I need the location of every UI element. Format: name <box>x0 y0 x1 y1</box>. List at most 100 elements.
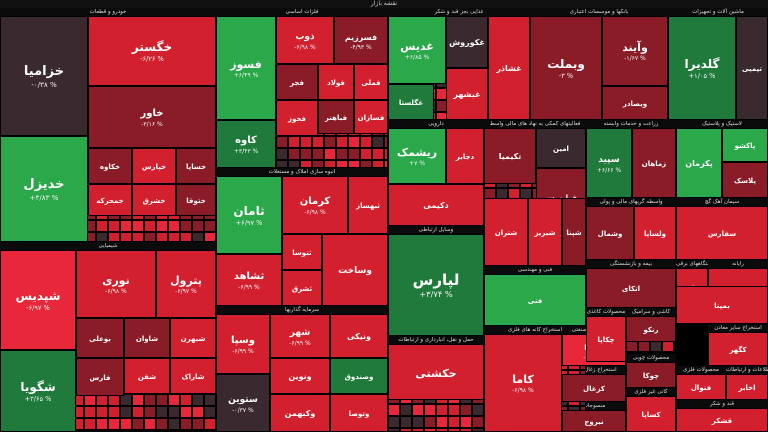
minor-stock-tile[interactable] <box>132 418 144 430</box>
stock-tile[interactable]: شاوان <box>124 318 170 358</box>
stock-tile[interactable]: دکیمی <box>388 184 484 226</box>
stock-tile[interactable]: خاور -۳/۱۶ % <box>88 86 216 148</box>
stock-tile[interactable]: ونیکی <box>330 314 388 358</box>
stock-tile[interactable]: ختوقا <box>176 184 216 216</box>
stock-tile[interactable]: فباهنر <box>318 100 354 134</box>
minor-stock-tile[interactable] <box>168 394 180 406</box>
minor-stock-tile[interactable] <box>448 416 460 428</box>
stock-tile[interactable]: وساخت <box>322 234 388 306</box>
minor-stock-tile[interactable] <box>336 136 348 148</box>
stock-tile[interactable]: ثشرق <box>282 270 322 306</box>
stock-tile[interactable]: ونوین <box>270 358 330 394</box>
sector-header[interactable]: دستگاههای برقی <box>676 260 708 268</box>
minor-stock-tile[interactable] <box>132 220 144 232</box>
stock-tile[interactable]: خمحرکه <box>88 184 132 216</box>
stock-tile[interactable]: خکاوه <box>88 148 132 184</box>
minor-stock-tile[interactable] <box>120 232 132 242</box>
stock-tile[interactable]: فنوال <box>676 374 726 400</box>
sector-header[interactable]: محصولات کاغذی <box>586 308 626 316</box>
sector-header[interactable]: واسطه گریهای مالی و پولی <box>586 198 676 206</box>
stock-tile[interactable]: شپنا <box>562 198 586 266</box>
stock-tile[interactable]: ستوین -۰/۳۷ % <box>216 374 270 432</box>
minor-stock-tile[interactable] <box>348 136 360 148</box>
sector-header[interactable]: لاستیک و پلاستیک <box>676 120 768 128</box>
minor-stock-tile[interactable] <box>96 418 108 430</box>
minor-stock-tile[interactable] <box>300 136 312 148</box>
stock-tile[interactable]: وشمال <box>586 206 634 260</box>
stock-tile[interactable]: تکیمیا <box>484 128 536 184</box>
stock-tile[interactable]: کزغال <box>562 374 626 402</box>
stock-tile[interactable]: غکوروش <box>446 16 488 68</box>
sector-header[interactable]: دارویی <box>388 120 484 128</box>
minor-stock-tile[interactable] <box>472 416 484 428</box>
sector-header[interactable]: خودرو و قطعات <box>0 8 216 16</box>
minor-stock-tile[interactable] <box>288 136 300 148</box>
minor-stock-tile[interactable] <box>324 148 336 160</box>
stock-tile[interactable]: قشکر <box>676 408 768 432</box>
minor-stock-tile[interactable] <box>324 136 336 148</box>
minor-stock-tile[interactable] <box>662 352 674 354</box>
minor-stock-tile[interactable] <box>424 404 436 416</box>
minor-stock-tile[interactable] <box>204 394 216 406</box>
minor-stock-tile[interactable] <box>156 232 168 242</box>
minor-stock-tile[interactable] <box>336 148 348 160</box>
sector-header[interactable]: قند و شکر <box>676 400 768 408</box>
minor-stock-tile[interactable] <box>360 136 372 148</box>
stock-tile[interactable]: کاما -۶/۹۸ % <box>484 334 562 432</box>
stock-tile[interactable]: زماهان <box>632 128 676 198</box>
stock-tile[interactable]: پلاسک <box>722 162 768 198</box>
sector-header[interactable]: کاشی و سرامیک <box>626 308 676 316</box>
minor-stock-tile[interactable] <box>324 160 336 168</box>
minor-stock-tile[interactable] <box>472 428 484 432</box>
sector-header[interactable]: غذایی بجز قند و شکر <box>388 8 530 16</box>
minor-stock-tile[interactable] <box>400 416 412 428</box>
minor-stock-tile[interactable] <box>108 220 120 232</box>
minor-stock-tile[interactable] <box>412 416 424 428</box>
minor-stock-tile[interactable] <box>108 418 120 430</box>
minor-stock-tile[interactable] <box>312 136 324 148</box>
minor-stock-tile[interactable] <box>360 148 372 160</box>
minor-stock-tile[interactable] <box>412 428 424 432</box>
stock-tile[interactable]: خگستر -۶/۲۶ % <box>88 16 216 86</box>
minor-stock-tile[interactable] <box>388 416 400 428</box>
minor-stock-tile[interactable] <box>400 404 412 416</box>
minor-stock-tile[interactable] <box>120 418 132 430</box>
stock-tile[interactable]: وتوصا <box>330 394 388 432</box>
stock-tile[interactable]: چکاپا <box>586 316 626 362</box>
stock-tile[interactable]: غشاذر <box>488 16 530 120</box>
stock-tile[interactable]: نبروج <box>562 410 626 432</box>
minor-stock-tile[interactable] <box>448 404 460 416</box>
minor-stock-tile[interactable] <box>288 160 300 168</box>
sector-header[interactable]: محصولات فلزی <box>676 366 726 374</box>
minor-stock-tile[interactable] <box>180 232 192 242</box>
minor-stock-tile[interactable] <box>360 160 372 168</box>
minor-stock-tile[interactable] <box>84 418 96 430</box>
minor-stock-tile[interactable] <box>144 406 156 418</box>
minor-stock-tile[interactable] <box>372 136 384 148</box>
stock-tile[interactable]: فولاد <box>318 64 354 100</box>
minor-stock-tile[interactable] <box>300 148 312 160</box>
minor-stock-tile[interactable] <box>168 232 180 242</box>
minor-stock-tile[interactable] <box>312 160 324 168</box>
stock-tile[interactable]: غبشهر <box>446 68 488 120</box>
stock-tile[interactable]: وبملت -۳ % <box>530 16 602 120</box>
stock-tile[interactable]: لپارس +۳/۷۴ % <box>388 234 484 336</box>
stock-tile[interactable]: ریشمک +۷ % <box>388 128 446 184</box>
minor-stock-tile[interactable] <box>96 220 108 232</box>
sector-header[interactable]: انبوه سازی املاک و مستغلات <box>216 168 388 176</box>
stock-tile[interactable]: تپمپی <box>736 16 768 120</box>
stock-tile[interactable]: حکشتی <box>388 344 484 400</box>
minor-stock-tile[interactable] <box>460 428 472 432</box>
minor-stock-tile[interactable] <box>372 160 384 168</box>
stock-tile[interactable]: شبریز <box>528 198 562 266</box>
minor-stock-tile[interactable] <box>448 428 460 432</box>
stock-tile[interactable]: خشرق <box>132 184 176 216</box>
sector-header[interactable]: حمل و نقل، انبارداری و ارتباطات <box>388 336 484 344</box>
minor-stock-tile[interactable] <box>348 148 360 160</box>
minor-stock-tile[interactable] <box>192 406 204 418</box>
stock-tile[interactable]: فنی <box>484 274 586 326</box>
minor-stock-tile[interactable] <box>144 220 156 232</box>
minor-stock-tile[interactable] <box>312 148 324 160</box>
stock-tile[interactable]: شفن <box>124 358 170 394</box>
minor-stock-tile[interactable] <box>472 404 484 416</box>
